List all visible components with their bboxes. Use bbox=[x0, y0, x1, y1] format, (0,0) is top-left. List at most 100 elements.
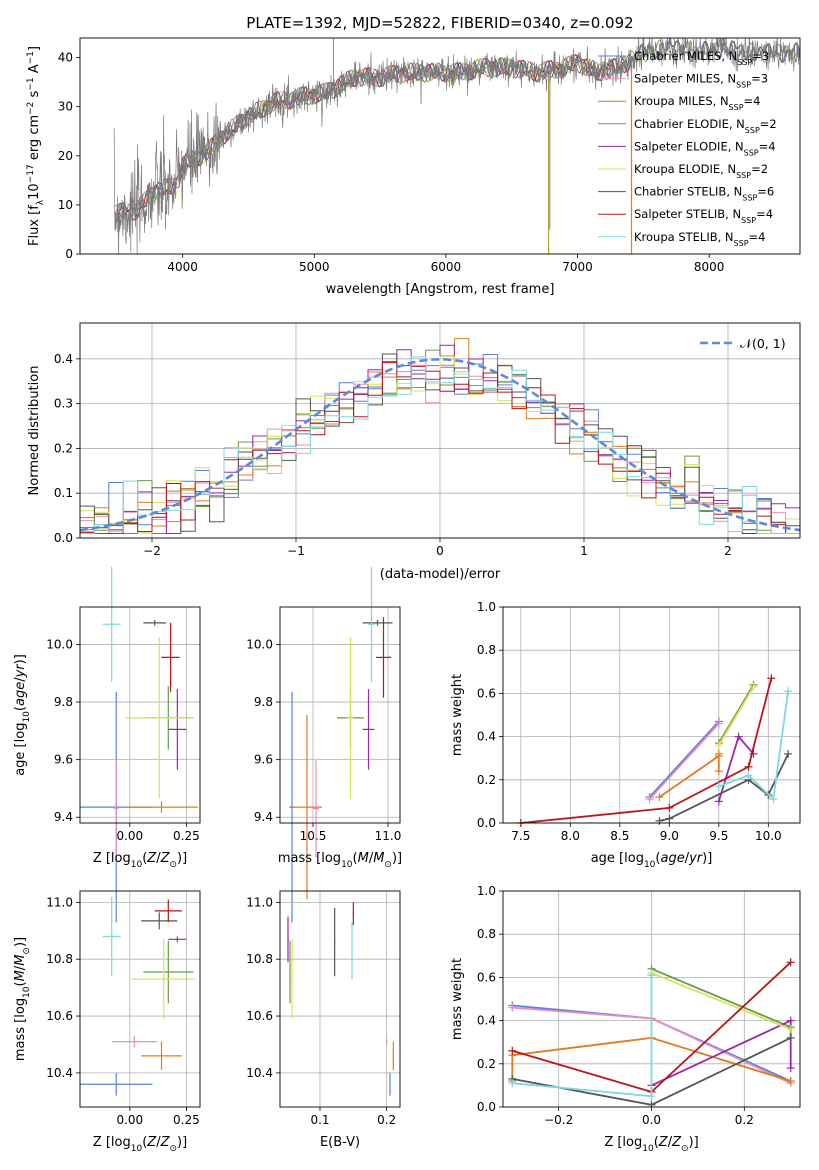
y-tick-label: 9.6 bbox=[254, 753, 273, 767]
legend-label-sub: SSP bbox=[741, 216, 756, 225]
x-tick-label: 8000 bbox=[694, 260, 725, 274]
normal-reference-curve bbox=[79, 357, 801, 532]
x-axis-label: mass [log10(M/M⊙)] bbox=[278, 851, 402, 870]
x-axis-label-part: )] bbox=[392, 851, 402, 866]
y-tick-label: 0.1 bbox=[54, 486, 73, 500]
y-axis-label-part: 10 bbox=[27, 183, 42, 200]
y-axis-label: age [log10(age/yr)] bbox=[13, 654, 32, 776]
x-axis-label-part: E(B-V) bbox=[320, 1135, 360, 1150]
mass-weight-line bbox=[718, 684, 755, 744]
y-tick-label: 0.2 bbox=[54, 441, 73, 455]
y-tick-label: 9.8 bbox=[54, 695, 73, 709]
y-axis-label: Normed distribution bbox=[27, 366, 42, 496]
y-axis-label-part: yr bbox=[13, 663, 28, 679]
y-axis-label-part: / bbox=[13, 965, 28, 970]
x-tick-label: 0 bbox=[436, 544, 444, 558]
x-tick-label: 0.25 bbox=[173, 1113, 200, 1127]
y-axis-label: mass [log10(M/M⊙)] bbox=[13, 937, 32, 1061]
y-axis-label: mass weight bbox=[450, 958, 465, 1040]
x-tick-label: −1 bbox=[287, 544, 305, 558]
x-axis-label-part: Z bbox=[160, 1135, 171, 1150]
y-tick-label: 9.6 bbox=[54, 753, 73, 767]
legend-label-sub: SSP bbox=[729, 103, 744, 112]
y-tick-label: 11.0 bbox=[246, 895, 273, 909]
legend-label-suffix: =4 bbox=[749, 230, 766, 244]
y-axis-label-part: ( bbox=[13, 981, 28, 986]
legend-label: Kroupa STELIB, NSSP=4 bbox=[634, 230, 765, 248]
y-tick-label: 0.8 bbox=[477, 643, 496, 657]
legend-label-main: Salpeter MILES, N bbox=[634, 72, 736, 86]
residual-histogram-panel: −2 −1 0 1 2 0.0 0.1 0.2 0.3 0.4 𝒩(0, 1) (data-model… bbox=[27, 322, 801, 582]
y-tick-label: 10.6 bbox=[46, 1009, 73, 1023]
y-tick-label: 0.0 bbox=[54, 531, 73, 545]
x-axis-label-part: ( bbox=[655, 851, 660, 866]
x-axis-label-part: / bbox=[668, 1135, 673, 1150]
y-tick-label: 0.4 bbox=[477, 1014, 496, 1028]
mass-weight-line bbox=[651, 967, 792, 1028]
y-axis-label-part: ⊙ bbox=[22, 947, 32, 955]
y-axis-label-part: A bbox=[27, 64, 42, 77]
x-axis-label-part: 10 bbox=[341, 860, 353, 870]
x-axis-label-part: ⊙ bbox=[169, 1144, 177, 1154]
x-axis-label-part: mass [log bbox=[278, 851, 341, 866]
axes-frame bbox=[502, 606, 801, 824]
legend-label-main: Kroupa MILES, N bbox=[634, 94, 729, 108]
y-axis-label-part: Flux [f bbox=[27, 205, 42, 246]
y-axis-label-part: ( bbox=[13, 706, 28, 711]
x-tick-label: 0.2 bbox=[735, 1113, 754, 1127]
axes-frame bbox=[79, 37, 801, 255]
y-tick-label: 0.4 bbox=[477, 730, 496, 744]
y-tick-label: 0.6 bbox=[477, 686, 496, 700]
x-tick-label: −2 bbox=[143, 544, 161, 558]
y-tick-label: 10.0 bbox=[246, 637, 273, 651]
x-tick-label: −0.2 bbox=[544, 1113, 573, 1127]
legend-label-suffix: =4 bbox=[759, 139, 776, 153]
y-tick-label: 0.6 bbox=[477, 970, 496, 984]
y-axis-label-part: / bbox=[13, 677, 28, 682]
legend-label-sub: SSP bbox=[736, 80, 751, 89]
x-tick-label: 1 bbox=[580, 544, 588, 558]
x-axis-label-part: ( bbox=[142, 1135, 147, 1150]
x-axis-label-part: / bbox=[156, 1135, 161, 1150]
x-tick-label: 4000 bbox=[167, 260, 198, 274]
spectrum-panel: 4000 5000 6000 7000 8000 0 10 20 30 40 Chabrier MI… bbox=[26, 37, 801, 297]
legend-label-sub: SSP bbox=[745, 125, 760, 134]
legend-label-sub: SSP bbox=[734, 238, 749, 247]
legend-label-sub: SSP bbox=[737, 58, 752, 67]
x-axis-label-part: ⊙ bbox=[681, 1144, 689, 1154]
y-axis-label-part: erg cm bbox=[27, 115, 42, 164]
y-axis-label-part: 10 bbox=[22, 986, 32, 998]
y-tick-label: 10 bbox=[58, 198, 73, 212]
x-axis-label-part: M bbox=[373, 851, 384, 866]
x-axis-label-part: ( bbox=[654, 1135, 659, 1150]
x-axis-label-part: Z bbox=[671, 1135, 682, 1150]
x-axis-label: Z [log10(Z/Z⊙)] bbox=[93, 851, 187, 870]
y-tick-label: 40 bbox=[58, 51, 73, 65]
legend-label-main: Chabrier STELIB, N bbox=[634, 185, 742, 199]
axes-frame bbox=[79, 890, 201, 1108]
x-tick-label: 0.25 bbox=[173, 829, 200, 843]
legend-label-main: Salpeter ELODIE, N bbox=[634, 139, 744, 153]
x-axis-label-part: Z [log bbox=[93, 851, 131, 866]
x-axis-label: age [log10(age/yr)] bbox=[591, 851, 713, 870]
mass-weight-line bbox=[718, 686, 755, 746]
legend-label: Salpeter MILES, NSSP=3 bbox=[634, 72, 768, 90]
y-axis-label-part: λ bbox=[36, 199, 46, 205]
y-axis-label-part: age [log bbox=[13, 723, 28, 776]
x-tick-label: 9.5 bbox=[709, 829, 728, 843]
x-axis-label-part: / bbox=[369, 851, 374, 866]
x-axis-label-part: Z bbox=[146, 851, 157, 866]
y-axis-label-part: −17 bbox=[26, 164, 36, 183]
x-axis-label: (data-model)/error bbox=[380, 567, 501, 582]
x-tick-label: 10.5 bbox=[300, 829, 327, 843]
x-tick-label: 11.0 bbox=[375, 829, 402, 843]
legend-label: Chabrier STELIB, NSSP=6 bbox=[634, 185, 774, 203]
y-axis-label-part: age bbox=[13, 682, 28, 706]
y-tick-label: 10.4 bbox=[246, 1066, 273, 1080]
legend-label: Salpeter STELIB, NSSP=4 bbox=[634, 207, 773, 225]
y-tick-label: 10.6 bbox=[246, 1009, 273, 1023]
mass-weight-line bbox=[648, 722, 720, 800]
